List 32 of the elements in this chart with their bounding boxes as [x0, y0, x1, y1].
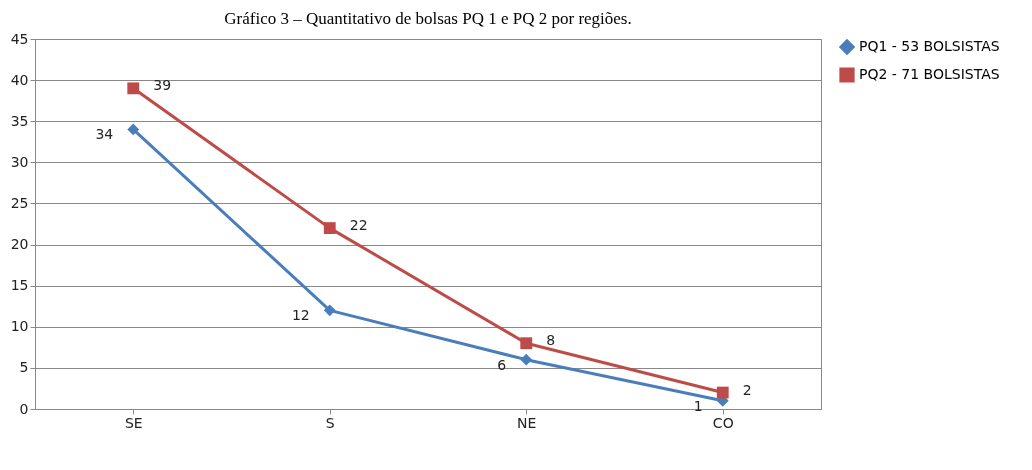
y-tick-label: 25 [10, 194, 29, 211]
data-label: 34 [95, 126, 114, 143]
point [716, 386, 729, 399]
point [127, 82, 140, 95]
y-tick-label: 15 [10, 277, 29, 294]
data-label: 2 [742, 381, 752, 398]
point [323, 304, 336, 317]
x-tick-label: NE [517, 414, 537, 431]
data-label: 39 [153, 77, 172, 94]
legend-label: PQ2 - 71 BOLSISTAS [859, 66, 1000, 82]
data-label: 22 [349, 217, 368, 234]
point [127, 123, 140, 136]
y-tick-label: 40 [10, 71, 29, 88]
x-tick-label: SE [124, 414, 143, 431]
data-label: 1 [693, 397, 703, 414]
point [520, 337, 533, 350]
y-tick-label: 5 [19, 359, 29, 376]
chart-title: Gráfico 3 – Quantitativo de bolsas PQ 1 e PQ 2 por regiões. [224, 9, 632, 28]
point [520, 353, 533, 366]
y-tick-label: 0 [19, 400, 29, 417]
data-label: 8 [546, 332, 556, 349]
y-tick-label: 10 [10, 318, 29, 335]
y-tick-label: 30 [10, 153, 29, 170]
point [323, 222, 336, 235]
y-tick-label: 45 [10, 30, 29, 47]
x-tick-label: CO [712, 414, 734, 431]
y-tick-label: 20 [10, 236, 29, 253]
legend-label: PQ1 - 53 BOLSISTAS [859, 38, 1000, 54]
data-label: 6 [497, 356, 507, 373]
data-label: 12 [291, 307, 310, 324]
x-tick-label: S [325, 414, 335, 431]
y-tick-label: 35 [10, 112, 29, 129]
